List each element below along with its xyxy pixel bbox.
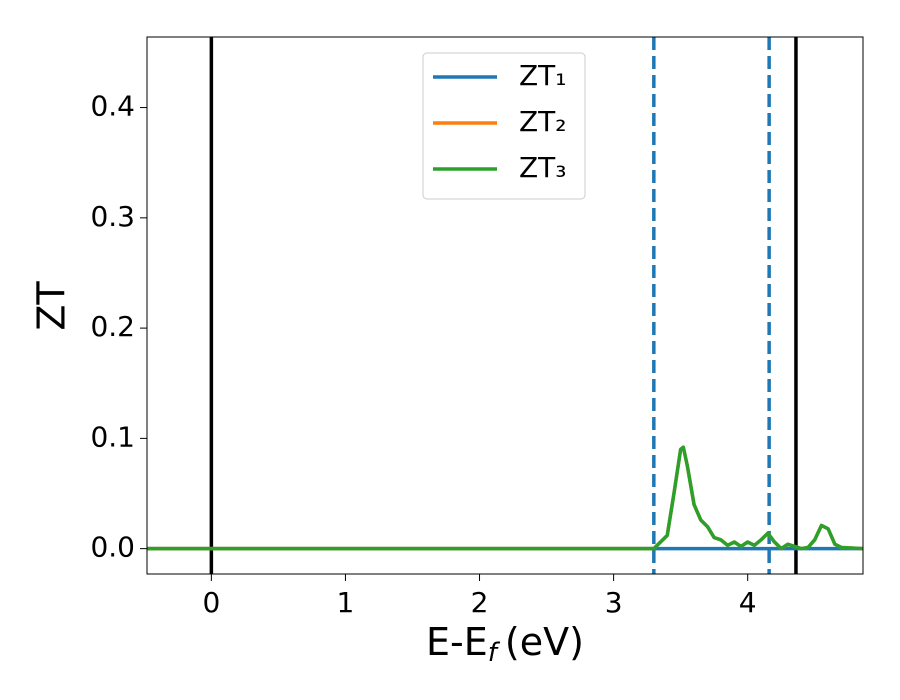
x-label-main: E-E bbox=[426, 620, 488, 664]
x-label-sub: f bbox=[488, 638, 501, 668]
legend-label: ZT₁ bbox=[519, 59, 567, 92]
y-tick-label: 0.1 bbox=[90, 420, 135, 453]
legend-label: ZT₂ bbox=[519, 105, 567, 138]
legend-label: ZT₃ bbox=[519, 151, 567, 184]
plot-frame bbox=[146, 36, 864, 575]
y-tick-label: 0.3 bbox=[90, 200, 135, 233]
x-axis-label: E-Ef (eV) bbox=[426, 620, 584, 668]
y-axis-label: ZT bbox=[30, 281, 74, 331]
x-tick-label: 1 bbox=[337, 586, 355, 619]
legend-box bbox=[422, 52, 586, 200]
series-line bbox=[147, 445, 863, 551]
x-tick-label: 0 bbox=[202, 586, 220, 619]
x-label-unit: (eV) bbox=[505, 620, 584, 664]
y-tick-label: 0.4 bbox=[90, 90, 135, 123]
x-tick-label: 3 bbox=[605, 586, 623, 619]
plot-area bbox=[147, 37, 863, 574]
y-tick-label: 0.2 bbox=[90, 310, 135, 343]
x-tick-label: 4 bbox=[739, 586, 757, 619]
y-tick-label: 0.0 bbox=[90, 531, 135, 564]
series-line bbox=[147, 445, 863, 551]
x-tick-label: 2 bbox=[471, 586, 489, 619]
